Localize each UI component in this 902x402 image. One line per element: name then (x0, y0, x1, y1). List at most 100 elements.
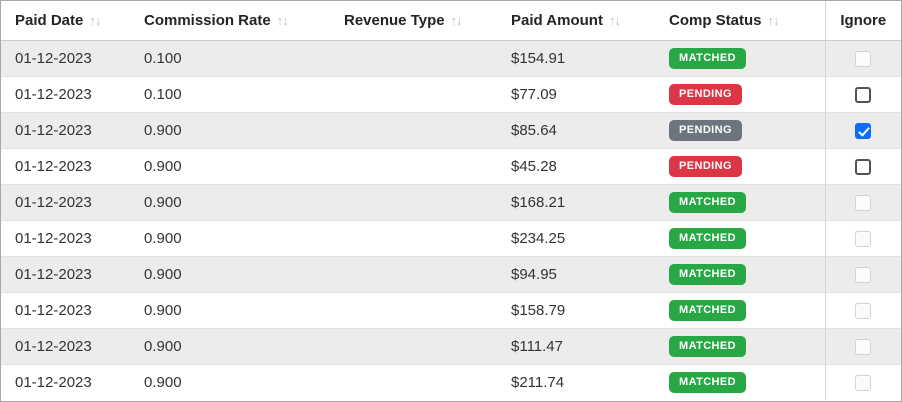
cell-paid-amount: $154.91 (497, 40, 655, 76)
ignore-checkbox (855, 230, 872, 247)
cell-commission-rate: 0.900 (130, 363, 330, 400)
cell-revenue-type (330, 219, 497, 256)
ignore-checkbox (855, 50, 872, 67)
cell-commission-rate: 0.900 (130, 183, 330, 220)
status-badge: MATCHED (669, 299, 746, 321)
cell-ignore (824, 255, 901, 292)
column-header-paid-amount[interactable]: Paid Amount ↑↓ (497, 1, 655, 41)
cell-paid-date: 01-12-2023 (1, 291, 130, 328)
cell-paid-amount: $45.28 (497, 147, 655, 184)
cell-revenue-type (330, 291, 497, 328)
ignore-checkbox[interactable] (855, 122, 872, 139)
cell-revenue-type (330, 111, 497, 148)
cell-revenue-type (330, 327, 497, 364)
ignore-checkbox (855, 266, 872, 283)
table-row: 01-12-2023 0.100 $77.09 PENDING (1, 75, 901, 112)
cell-commission-rate: 0.900 (130, 219, 330, 256)
cell-ignore (824, 75, 901, 112)
cell-ignore (824, 147, 901, 184)
cell-paid-date: 01-12-2023 (1, 255, 130, 292)
cell-paid-date: 01-12-2023 (1, 111, 130, 148)
cell-revenue-type (330, 183, 497, 220)
cell-paid-date: 01-12-2023 (1, 147, 130, 184)
ignore-checkbox[interactable] (855, 86, 872, 103)
cell-ignore (824, 40, 901, 76)
cell-commission-rate: 0.900 (130, 327, 330, 364)
column-header-label: Ignore (840, 11, 887, 29)
cell-commission-rate: 0.900 (130, 291, 330, 328)
cell-paid-amount: $111.47 (497, 327, 655, 364)
column-header-label: Revenue Type (344, 11, 445, 29)
table-row: 01-12-2023 0.900 $234.25 MATCHED (1, 219, 901, 256)
table-row: 01-12-2023 0.900 $168.21 MATCHED (1, 183, 901, 220)
cell-comp-status: MATCHED (655, 183, 825, 220)
cell-ignore (824, 111, 901, 148)
table-row: 01-12-2023 0.900 $158.79 MATCHED (1, 291, 901, 328)
sort-icon: ↑↓ (89, 12, 101, 28)
table-row: 01-12-2023 0.900 $85.64 PENDING (1, 111, 901, 148)
sort-icon: ↑↓ (608, 12, 621, 28)
cell-ignore (824, 291, 901, 328)
column-header-commission-rate[interactable]: Commission Rate ↑↓ (130, 1, 330, 41)
column-header-label: Comp Status (669, 11, 762, 29)
cell-paid-date: 01-12-2023 (1, 183, 130, 220)
table-row: 01-12-2023 0.900 $45.28 PENDING (1, 147, 901, 184)
cell-ignore (824, 327, 901, 364)
status-badge: PENDING (669, 119, 742, 141)
cell-ignore (824, 183, 901, 220)
cell-paid-amount: $77.09 (497, 75, 655, 112)
cell-paid-date: 01-12-2023 (1, 75, 130, 112)
cell-revenue-type (330, 147, 497, 184)
cell-commission-rate: 0.100 (130, 75, 330, 112)
cell-ignore (824, 363, 901, 400)
column-header-label: Paid Date (15, 11, 84, 29)
cell-paid-amount: $234.25 (497, 219, 655, 256)
cell-comp-status: MATCHED (655, 327, 825, 364)
status-badge: MATCHED (669, 371, 746, 393)
ignore-checkbox[interactable] (855, 158, 872, 175)
status-badge: MATCHED (669, 47, 746, 69)
cell-comp-status: PENDING (655, 111, 825, 148)
status-badge: MATCHED (669, 191, 746, 213)
cell-paid-amount: $211.74 (497, 363, 655, 400)
column-header-label: Commission Rate (144, 11, 271, 29)
cell-revenue-type (330, 255, 497, 292)
cell-commission-rate: 0.900 (130, 255, 330, 292)
ignore-checkbox (855, 194, 872, 211)
ignore-checkbox (855, 374, 872, 391)
table-row: 01-12-2023 0.900 $211.74 MATCHED (1, 363, 901, 400)
table-header: Paid Date ↑↓ Commission Rate ↑↓ Revenue Ty… (1, 1, 901, 41)
column-header-comp-status[interactable]: Comp Status ↑↓ (655, 1, 825, 41)
sort-icon: ↑↓ (276, 12, 289, 28)
cell-comp-status: PENDING (655, 75, 825, 112)
cell-ignore (824, 219, 901, 256)
ignore-checkbox (855, 302, 872, 319)
cell-comp-status: MATCHED (655, 291, 825, 328)
cell-paid-date: 01-12-2023 (1, 363, 130, 400)
cell-comp-status: MATCHED (655, 363, 825, 400)
status-badge: MATCHED (669, 263, 746, 285)
column-header-revenue-type[interactable]: Revenue Type ↑↓ (330, 1, 497, 41)
cell-paid-amount: $168.21 (497, 183, 655, 220)
cell-revenue-type (330, 75, 497, 112)
cell-commission-rate: 0.100 (130, 40, 330, 76)
cell-paid-date: 01-12-2023 (1, 219, 130, 256)
column-header-paid-date[interactable]: Paid Date ↑↓ (1, 1, 130, 41)
table-row: 01-12-2023 0.900 $111.47 MATCHED (1, 327, 901, 364)
cell-comp-status: MATCHED (655, 255, 825, 292)
cell-revenue-type (330, 363, 497, 400)
cell-comp-status: MATCHED (655, 40, 825, 76)
sort-icon: ↑↓ (450, 12, 463, 28)
sort-icon: ↑↓ (767, 12, 780, 28)
cell-paid-amount: $158.79 (497, 291, 655, 328)
cell-revenue-type (330, 40, 497, 76)
column-header-ignore: Ignore (824, 1, 901, 41)
status-badge: MATCHED (669, 335, 746, 357)
cell-paid-amount: $94.95 (497, 255, 655, 292)
status-badge: MATCHED (669, 227, 746, 249)
table-row: 01-12-2023 0.100 $154.91 MATCHED (1, 40, 901, 76)
cell-comp-status: PENDING (655, 147, 825, 184)
cell-comp-status: MATCHED (655, 219, 825, 256)
